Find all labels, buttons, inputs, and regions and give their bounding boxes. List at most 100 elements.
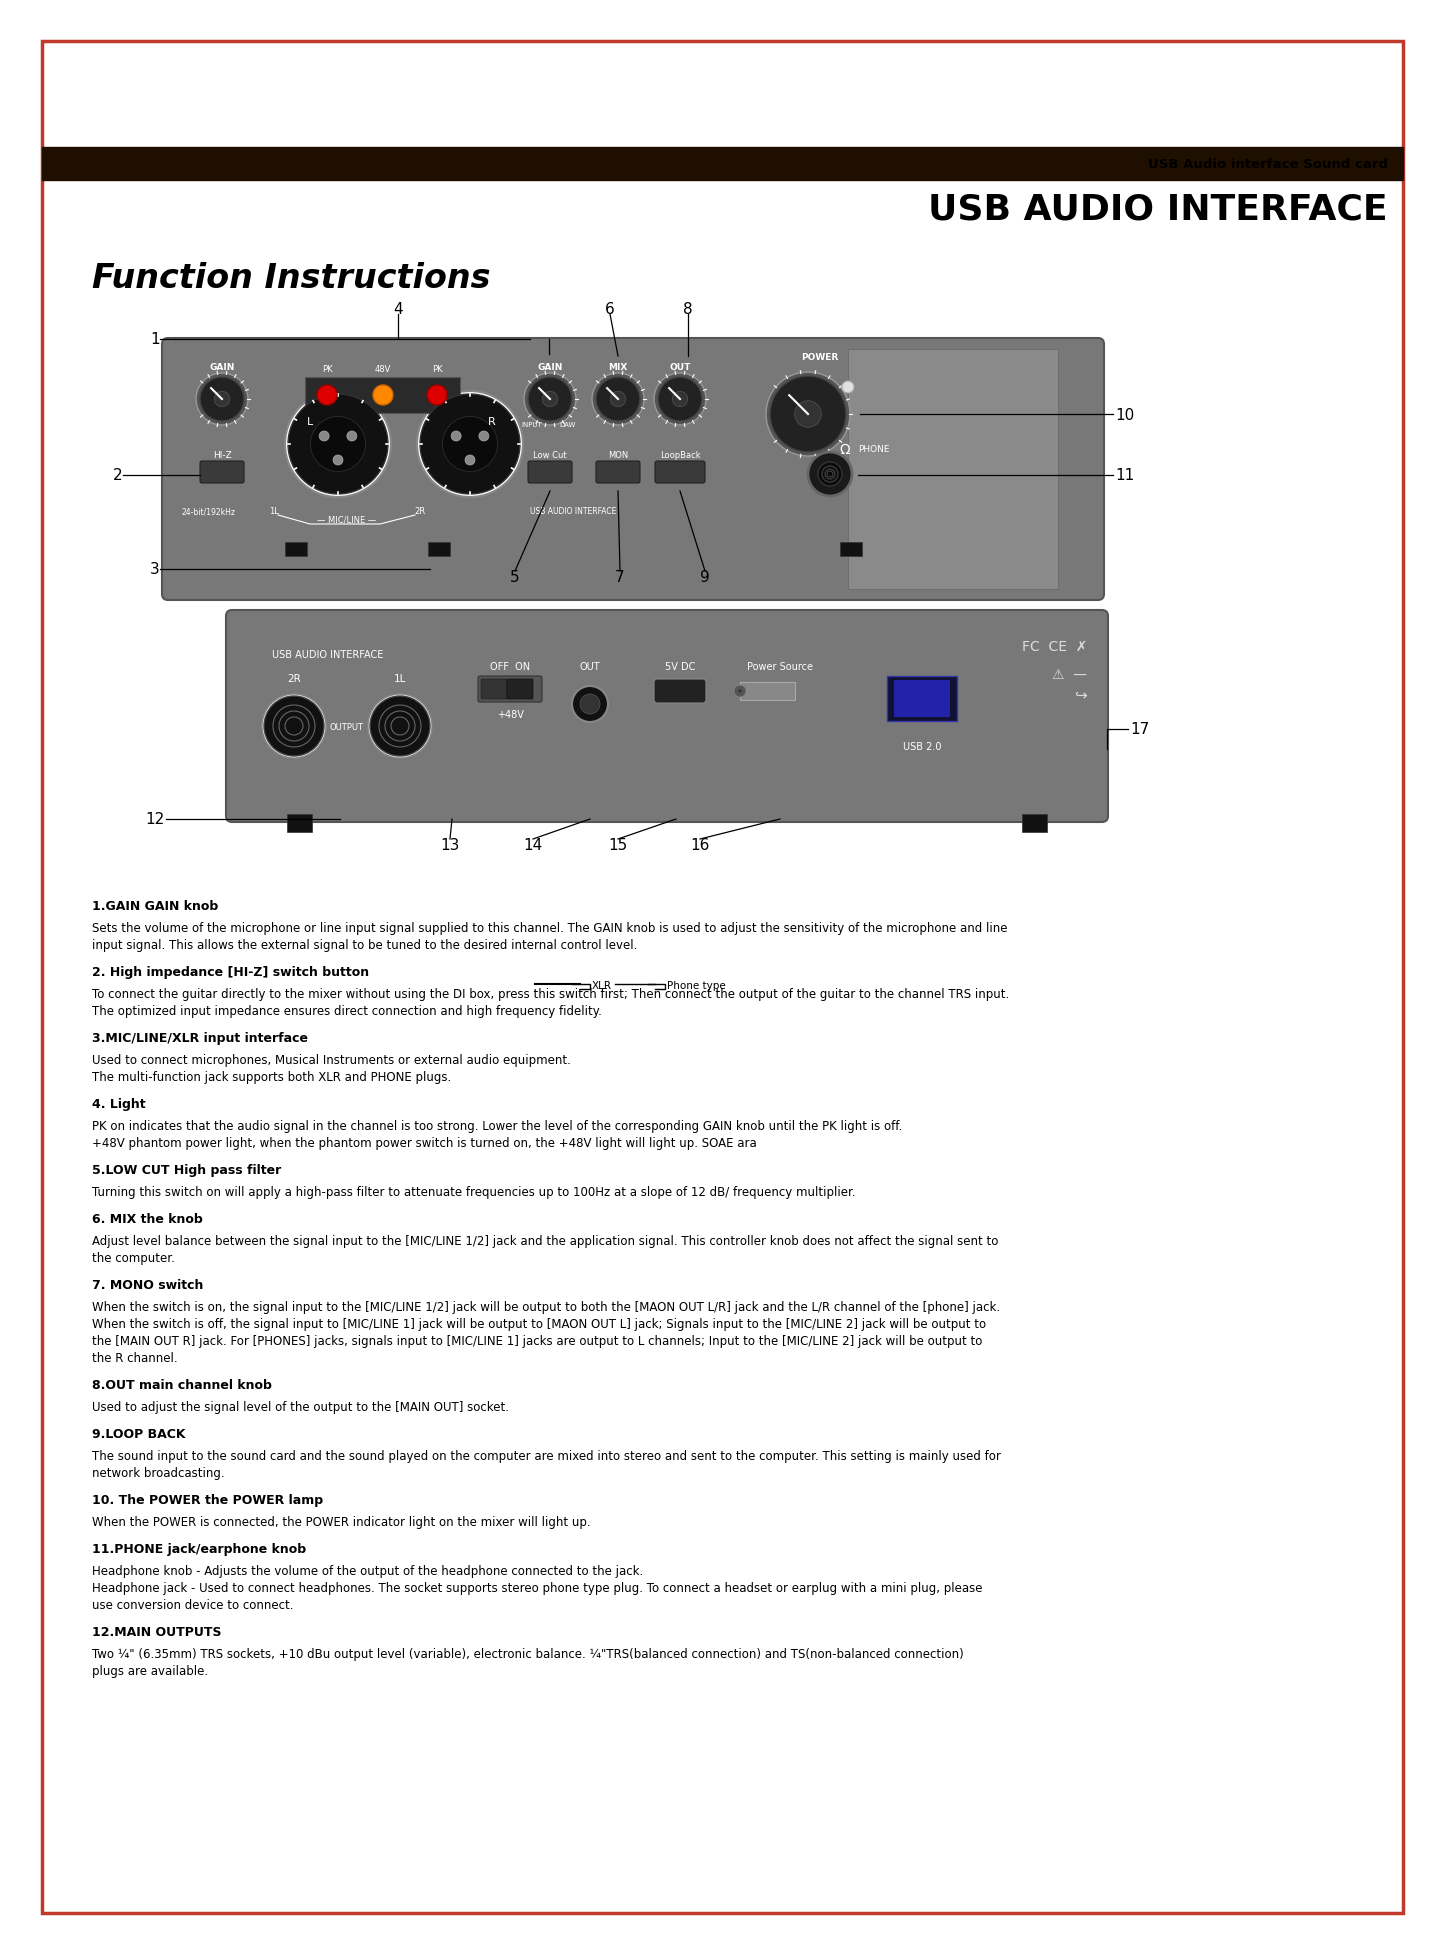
Text: 2R: 2R <box>415 506 426 516</box>
FancyBboxPatch shape <box>481 680 507 700</box>
Text: 5V DC: 5V DC <box>665 661 695 673</box>
Text: Turning this switch on will apply a high-pass filter to attenuate frequencies up: Turning this switch on will apply a high… <box>92 1185 855 1198</box>
Text: Headphone jack - Used to connect headphones. The socket supports stereo phone ty: Headphone jack - Used to connect headpho… <box>92 1582 983 1593</box>
Text: input signal. This allows the external signal to be tuned to the desired interna: input signal. This allows the external s… <box>92 938 637 952</box>
Text: Adjust level balance between the signal input to the [MIC/LINE 1/2] jack and the: Adjust level balance between the signal … <box>92 1234 998 1247</box>
Text: 24-bit/192kHz: 24-bit/192kHz <box>182 506 236 516</box>
Text: 7. MONO switch: 7. MONO switch <box>92 1279 204 1292</box>
Text: 5.LOW CUT High pass filter: 5.LOW CUT High pass filter <box>92 1163 282 1177</box>
Text: ⚠  —: ⚠ — <box>1052 669 1087 682</box>
Circle shape <box>595 377 640 422</box>
Text: 48V: 48V <box>374 366 392 373</box>
Circle shape <box>288 395 389 495</box>
Circle shape <box>332 456 342 465</box>
Text: XLR: XLR <box>592 981 613 991</box>
Bar <box>848 350 1058 590</box>
Circle shape <box>738 690 741 694</box>
Bar <box>305 377 460 414</box>
FancyBboxPatch shape <box>507 680 533 700</box>
Text: 10. The POWER the POWER lamp: 10. The POWER the POWER lamp <box>92 1494 324 1505</box>
Text: When the POWER is connected, the POWER indicator light on the mixer will light u: When the POWER is connected, the POWER i… <box>92 1515 591 1529</box>
Text: 1: 1 <box>150 332 160 348</box>
Text: 8: 8 <box>683 303 692 317</box>
Text: ↪: ↪ <box>1074 686 1087 702</box>
Circle shape <box>319 432 329 442</box>
Text: Two ¼" (6.35mm) TRS sockets, +10 dBu output level (variable), electronic balance: Two ¼" (6.35mm) TRS sockets, +10 dBu out… <box>92 1648 964 1660</box>
Text: When the switch is on, the signal input to the [MIC/LINE 1/2] jack will be outpu: When the switch is on, the signal input … <box>92 1300 1000 1314</box>
Text: GAIN: GAIN <box>210 362 234 371</box>
Circle shape <box>818 463 842 487</box>
Text: USB 2.0: USB 2.0 <box>903 741 941 751</box>
Circle shape <box>655 373 707 426</box>
Text: PK: PK <box>432 366 442 373</box>
Bar <box>285 543 306 557</box>
Text: 9.LOOP BACK: 9.LOOP BACK <box>92 1427 185 1441</box>
FancyBboxPatch shape <box>162 338 1104 600</box>
Circle shape <box>264 696 324 757</box>
Circle shape <box>214 393 230 407</box>
Text: 8.OUT main channel knob: 8.OUT main channel knob <box>92 1378 272 1392</box>
Circle shape <box>420 395 520 495</box>
Text: Used to connect microphones, Musical Instruments or external audio equipment.: Used to connect microphones, Musical Ins… <box>92 1054 571 1067</box>
Text: The sound input to the sound card and the sound played on the computer are mixed: The sound input to the sound card and th… <box>92 1449 1001 1462</box>
Text: OUT: OUT <box>579 661 600 673</box>
Text: 5: 5 <box>510 569 520 585</box>
Circle shape <box>579 694 600 716</box>
Text: 3: 3 <box>150 563 160 577</box>
Bar <box>42 149 1403 182</box>
Circle shape <box>418 391 523 499</box>
Text: the R channel.: the R channel. <box>92 1351 178 1365</box>
Text: 2. High impedance [HI-Z] switch button: 2. High impedance [HI-Z] switch button <box>92 966 368 979</box>
Text: Low Cut: Low Cut <box>533 450 566 459</box>
Text: USB AUDIO INTERFACE: USB AUDIO INTERFACE <box>928 194 1389 227</box>
Text: — MIC/LINE —: — MIC/LINE — <box>318 516 377 524</box>
Text: +48V: +48V <box>497 710 523 719</box>
Text: use conversion device to connect.: use conversion device to connect. <box>92 1597 293 1611</box>
Circle shape <box>262 694 327 759</box>
Text: +48V phantom power light, when the phantom power switch is turned on, the +48V l: +48V phantom power light, when the phant… <box>92 1136 757 1150</box>
Text: To connect the guitar directly to the mixer without using the DI box, press this: To connect the guitar directly to the mi… <box>92 987 1009 1001</box>
Bar <box>428 543 449 557</box>
Text: 1L: 1L <box>394 674 406 684</box>
Text: Headphone knob - Adjusts the volume of the output of the headphone connected to : Headphone knob - Adjusts the volume of t… <box>92 1564 643 1578</box>
Circle shape <box>347 432 357 442</box>
Bar <box>840 543 863 557</box>
Circle shape <box>592 373 644 426</box>
Text: FC  CE  ✗: FC CE ✗ <box>1022 639 1087 653</box>
Text: When the switch is off, the signal input to [MIC/LINE 1] jack will be output to : When the switch is off, the signal input… <box>92 1318 985 1329</box>
Circle shape <box>734 686 746 698</box>
Circle shape <box>311 416 366 473</box>
Circle shape <box>795 401 821 428</box>
Text: 14: 14 <box>523 837 543 852</box>
Text: Used to adjust the signal level of the output to the [MAIN OUT] socket.: Used to adjust the signal level of the o… <box>92 1400 509 1413</box>
Text: 6. MIX the knob: 6. MIX the knob <box>92 1212 202 1226</box>
Circle shape <box>542 393 558 407</box>
Circle shape <box>525 373 577 426</box>
FancyBboxPatch shape <box>655 461 705 483</box>
Circle shape <box>766 373 850 457</box>
Text: the [MAIN OUT R] jack. For [PHONES] jacks, signals input to [MIC/LINE 1] jacks a: the [MAIN OUT R] jack. For [PHONES] jack… <box>92 1335 983 1347</box>
Text: 3.MIC/LINE/XLR input interface: 3.MIC/LINE/XLR input interface <box>92 1032 308 1044</box>
Circle shape <box>770 377 845 454</box>
Text: OUT: OUT <box>669 362 691 371</box>
Text: network broadcasting.: network broadcasting. <box>92 1466 224 1480</box>
Circle shape <box>370 696 431 757</box>
Text: Phone type: Phone type <box>668 981 725 991</box>
Text: 11: 11 <box>1116 469 1134 483</box>
Text: The optimized input impedance ensures direct connection and high frequency fidel: The optimized input impedance ensures di… <box>92 1005 603 1017</box>
Circle shape <box>842 381 854 393</box>
Text: USB AUDIO INTERFACE: USB AUDIO INTERFACE <box>272 649 383 659</box>
Text: Function Instructions: Function Instructions <box>92 262 490 295</box>
FancyBboxPatch shape <box>225 610 1108 823</box>
Text: USB AUDIO INTERFACE: USB AUDIO INTERFACE <box>530 506 617 516</box>
Circle shape <box>478 432 488 442</box>
FancyBboxPatch shape <box>740 682 795 700</box>
Text: 9: 9 <box>701 569 709 585</box>
Text: 6: 6 <box>605 303 616 317</box>
Text: OFF  ON: OFF ON <box>490 661 530 673</box>
Text: DAW: DAW <box>559 422 577 428</box>
Text: The multi-function jack supports both XLR and PHONE plugs.: The multi-function jack supports both XL… <box>92 1071 451 1083</box>
Circle shape <box>373 385 393 407</box>
Text: 2R: 2R <box>288 674 301 684</box>
FancyBboxPatch shape <box>199 461 244 483</box>
